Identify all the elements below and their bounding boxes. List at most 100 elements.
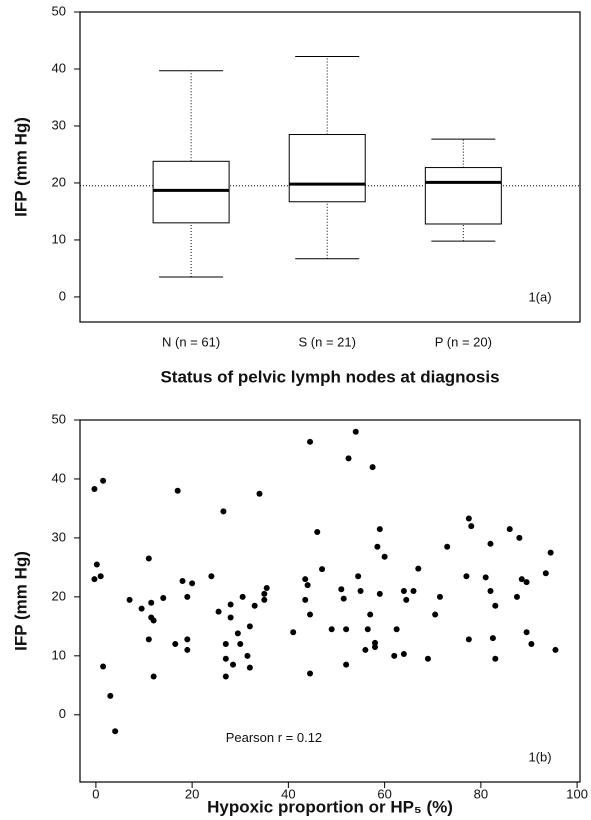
point [100, 477, 107, 484]
point [391, 652, 398, 659]
point [369, 464, 376, 471]
point [93, 561, 100, 568]
point [234, 630, 241, 637]
y-tick-label: 30 [52, 117, 66, 132]
y-tick-label: 20 [52, 174, 66, 189]
point [400, 651, 407, 658]
y-tick-label: 30 [52, 529, 66, 544]
point [302, 576, 309, 583]
y-tick-label: 40 [52, 60, 66, 75]
point [547, 549, 554, 556]
point [302, 596, 309, 603]
point [145, 555, 152, 562]
point [230, 661, 237, 668]
point [100, 663, 107, 670]
point [482, 574, 489, 581]
point [355, 573, 362, 580]
point [222, 673, 229, 680]
point [145, 636, 152, 643]
point [506, 526, 513, 533]
stat-label: Pearson r = 0.12 [226, 730, 322, 745]
point [403, 596, 410, 603]
point [239, 593, 246, 600]
point [328, 626, 335, 633]
point [343, 661, 350, 668]
point [352, 428, 359, 435]
point [227, 601, 234, 608]
panel-label: 1(a) [528, 289, 551, 304]
point [174, 487, 181, 494]
point [220, 508, 227, 515]
x-tick-label: S (n = 21) [298, 334, 355, 349]
point [148, 599, 155, 606]
point [542, 570, 549, 577]
point [400, 587, 407, 594]
y-tick-label: 10 [52, 231, 66, 246]
point [97, 573, 104, 580]
point [222, 641, 229, 648]
plot-frame [79, 11, 581, 323]
point [261, 596, 268, 603]
box [288, 134, 366, 203]
y-tick-label: 0 [59, 288, 66, 303]
point [107, 692, 114, 699]
plot-frame [79, 419, 581, 783]
point [444, 543, 451, 550]
point [237, 641, 244, 648]
point [381, 553, 388, 560]
point [367, 611, 374, 618]
point [227, 614, 234, 621]
point [172, 641, 179, 648]
point [343, 626, 350, 633]
point [371, 643, 378, 650]
point [424, 655, 431, 662]
y-tick-label: 10 [52, 647, 66, 662]
x-tick-label: 60 [377, 786, 391, 801]
point [364, 626, 371, 633]
point [222, 655, 229, 662]
point [189, 580, 196, 587]
point [518, 576, 525, 583]
point [516, 534, 523, 541]
y-axis-title: IFP (mm Hg) [11, 551, 30, 651]
point [150, 617, 157, 624]
point [376, 526, 383, 533]
point [487, 540, 494, 547]
point [463, 573, 470, 580]
point [138, 605, 145, 612]
point [91, 576, 98, 583]
y-tick-label: 50 [52, 3, 66, 18]
point [112, 728, 119, 735]
point [246, 664, 253, 671]
point [415, 565, 422, 572]
point [91, 485, 98, 492]
point [314, 529, 321, 536]
point [487, 587, 494, 594]
point [184, 646, 191, 653]
point [307, 670, 314, 677]
point [261, 590, 268, 597]
point [371, 639, 378, 646]
point [246, 623, 253, 630]
point [338, 586, 345, 593]
point [184, 593, 191, 600]
box [424, 167, 502, 225]
point [126, 596, 133, 603]
point [244, 652, 251, 659]
x-tick-label: 0 [92, 786, 99, 801]
point [489, 635, 496, 642]
x-tick-label: N (n = 61) [162, 334, 220, 349]
point [184, 636, 191, 643]
point [160, 595, 167, 602]
point [465, 515, 472, 522]
y-tick-label: 20 [52, 588, 66, 603]
point [307, 611, 314, 618]
y-tick-label: 50 [52, 411, 66, 426]
y-tick-label: 0 [59, 706, 66, 721]
point [376, 590, 383, 597]
point [432, 611, 439, 618]
point [251, 602, 258, 609]
point [552, 646, 559, 653]
point [345, 455, 352, 462]
